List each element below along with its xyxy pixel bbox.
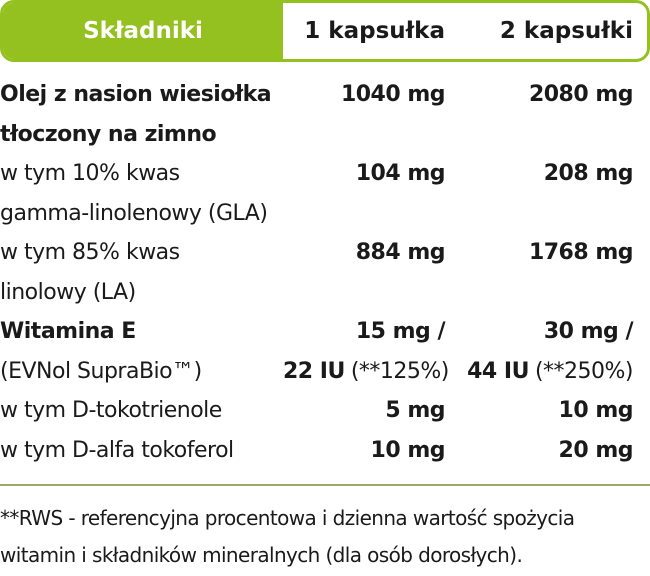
cell-line: 30 mg / — [445, 312, 634, 352]
cell-line: 22 IU (**125%) — [283, 352, 449, 392]
text-segment: 10 mg — [370, 437, 446, 463]
text-segment: w tym 10% kwas — [0, 161, 180, 186]
text-segment: 44 IU — [467, 358, 529, 384]
text-segment: 10 mg — [558, 398, 634, 423]
text-segment: 1768 mg — [528, 240, 634, 265]
table-header: Składniki 1 kapsułka 2 kapsułki — [0, 0, 650, 62]
text-segment: linolowy (LA) — [0, 279, 136, 305]
ingredient-cell: Olej z nasion wiesiołka tłoczony na zimno — [0, 75, 283, 154]
table-row: w tym 85% kwas linolowy (LA) 884 mg 1768 mg — [0, 233, 650, 312]
footnote: **RWS - referencyjna procentowa i dzienn… — [0, 500, 650, 574]
text-segment: gamma-linolenowy (GLA) — [0, 200, 268, 226]
value-cell: 10 mg — [445, 391, 634, 431]
text-segment: 15 mg / — [355, 319, 446, 344]
table-row: w tym 10% kwas gamma-linolenowy (GLA) 104 … — [0, 154, 650, 233]
value-cell: 30 mg / 44 IU (**250%) — [445, 312, 633, 391]
header-cell: Składniki — [3, 3, 283, 59]
footnote-line: witamin i składników mineralnych (dla os… — [0, 543, 523, 567]
table-row: w tym D-alfa tokoferol 10 mg 20 mg — [0, 431, 650, 471]
table-row: Witamina E (EVNol SupraBio™) 15 mg /22 IU(… — [0, 312, 650, 391]
ingredient-cell: Witamina E (EVNol SupraBio™) — [0, 312, 283, 391]
cell-line: 1040 mg — [283, 75, 446, 115]
cell-line: 10 mg — [445, 391, 634, 431]
table-row: Olej z nasion wiesiołka tłoczony na zimno… — [0, 75, 650, 154]
value-cell: 1040 mg — [283, 75, 446, 154]
text-segment: Witamina E — [0, 319, 136, 344]
ingredient-cell: w tym 85% kwas linolowy (LA) — [0, 233, 283, 312]
text-segment: 1040 mg — [340, 82, 446, 107]
cell-line: 10 mg — [283, 431, 446, 471]
text-segment: 5 mg — [385, 398, 445, 423]
text-segment: w tym D-tokotrienole — [0, 398, 222, 423]
text-segment: 208 mg — [543, 161, 634, 186]
ingredient-cell: w tym D-alfa tokoferol — [0, 431, 283, 471]
text-segment: (**250%) — [534, 358, 634, 384]
cell-line: w tym 10% kwas — [0, 154, 283, 194]
text-segment: 20 mg — [558, 437, 634, 463]
cell-line: 44 IU (**250%) — [445, 352, 633, 392]
text-segment: Olej z nasion wiesiołka — [0, 82, 272, 107]
text-segment: (**125%) — [350, 358, 450, 384]
value-cell: 5 mg — [283, 391, 445, 431]
cell-line: 5 mg — [283, 391, 445, 431]
cell-line: linolowy (LA) — [0, 273, 283, 313]
footnote-line: **RWS - referencyjna procentowa i dzienn… — [0, 506, 575, 530]
value-cell: 884 mg — [283, 233, 446, 312]
text-segment: w tym D-alfa tokoferol — [0, 437, 234, 463]
table-row: w tym D-tokotrienole 5 mg 10 mg — [0, 391, 650, 431]
cell-line: (EVNol SupraBio™) — [0, 352, 283, 392]
cell-line: tłoczony na zimno — [0, 115, 283, 155]
cell-line: Witamina E — [0, 312, 283, 352]
value-cell: 10 mg — [283, 431, 446, 471]
cell-line: 104 mg — [283, 154, 446, 194]
value-cell: 1768 mg — [445, 233, 634, 312]
divider — [0, 484, 650, 486]
header-cell: 2 kapsułki — [499, 18, 633, 44]
text-segment: 2080 mg — [528, 82, 634, 107]
text-segment: tłoczony na zimno — [0, 121, 217, 147]
ingredient-cell: w tym D-tokotrienole — [0, 391, 283, 431]
cell-line: 15 mg / — [283, 312, 446, 352]
value-cell: 20 mg — [445, 431, 634, 471]
value-cell: 208 mg — [445, 154, 634, 233]
value-cell: 104 mg — [283, 154, 446, 233]
text-segment: 104 mg — [355, 161, 446, 186]
cell-line: Olej z nasion wiesiołka — [0, 75, 283, 115]
cell-line: 2080 mg — [445, 75, 634, 115]
table-body: Olej z nasion wiesiołka tłoczony na zimno… — [0, 75, 650, 470]
cell-line: 208 mg — [445, 154, 634, 194]
cell-line: w tym 85% kwas — [0, 233, 283, 273]
value-cell: 15 mg / 22 IU (**125%) — [283, 312, 449, 392]
cell-line: gamma-linolenowy (GLA) — [0, 194, 283, 234]
cell-line: w tym D-tokotrienole — [0, 391, 283, 431]
cell-line: 1768 mg — [445, 233, 634, 273]
cell-line: 884 mg — [283, 233, 446, 273]
text-segment: 22 IU — [283, 358, 345, 384]
text-segment: (EVNol SupraBio™) — [0, 358, 202, 384]
text-segment: 30 mg / — [543, 319, 634, 344]
text-segment: w tym 85% kwas — [0, 240, 180, 265]
header-cell: 1 kapsułka — [304, 18, 445, 44]
cell-line: 20 mg — [445, 431, 634, 471]
text-segment: 884 mg — [355, 240, 446, 265]
cell-line: w tym D-alfa tokoferol — [0, 431, 283, 471]
ingredient-cell: w tym 10% kwas gamma-linolenowy (GLA) — [0, 154, 283, 233]
value-cell: 2080 mg — [445, 75, 634, 154]
